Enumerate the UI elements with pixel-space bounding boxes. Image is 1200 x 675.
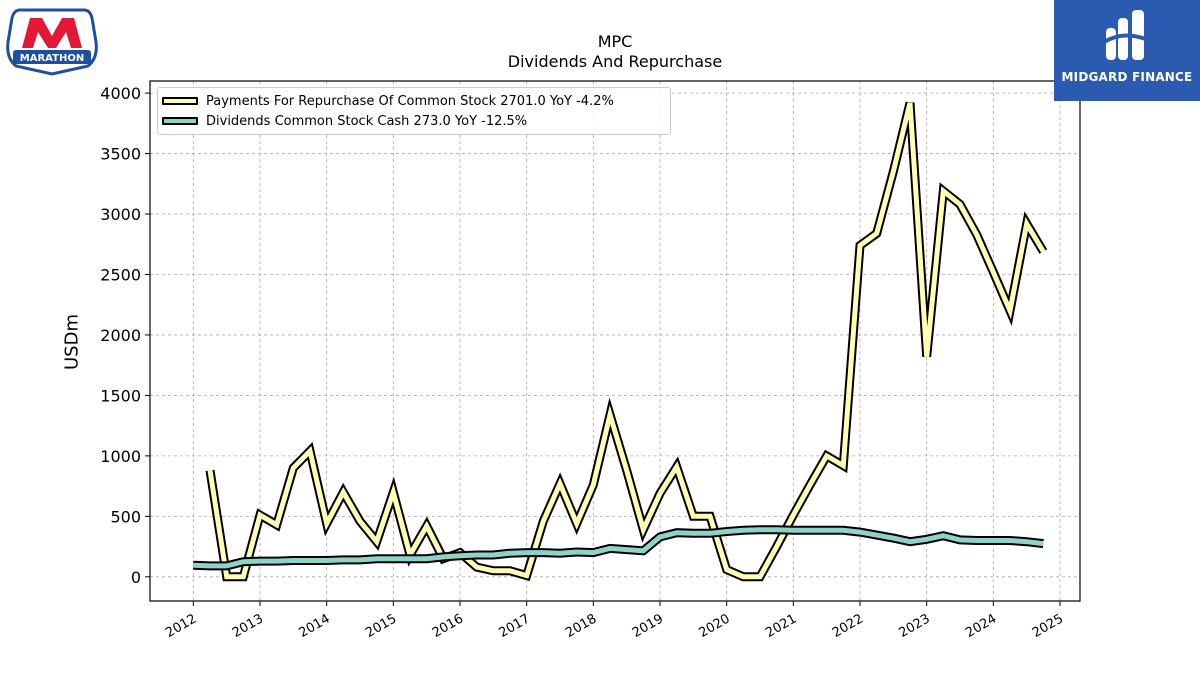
y-tick-label: 1000 (100, 447, 141, 466)
series-repurchase-line (207, 102, 1046, 580)
plot-frame (149, 80, 1081, 602)
x-tick-label: 2023 (897, 611, 933, 641)
marathon-wordmark: MARATHON (20, 53, 84, 64)
legend-item-dividends: Dividends Common Stock Cash 273.0 YoY -1… (162, 113, 527, 129)
x-tick-label: 2020 (697, 611, 733, 641)
x-tick-label: 2015 (363, 611, 399, 641)
midgard-wordmark: MIDGARD FINANCE (1061, 70, 1193, 84)
y-tick-label: 4000 (100, 84, 141, 103)
y-axis: 0 500 1000 1500 2000 2500 3000 3500 4000 (100, 84, 150, 587)
chart-subtitle: Dividends And Repurchase (507, 52, 723, 71)
marathon-logo: MARATHON (4, 6, 100, 76)
y-tick-label: 0 (131, 568, 141, 587)
y-tick-label: 1500 (100, 386, 141, 405)
x-tick-label: 2025 (1030, 611, 1066, 641)
y-tick-label: 2000 (100, 326, 141, 345)
legend-label-repurchase: Payments For Repurchase Of Common Stock … (206, 93, 614, 109)
legend-swatch-dividends (162, 117, 198, 125)
x-tick-label: 2017 (497, 611, 533, 641)
legend: Payments For Repurchase Of Common Stock … (157, 87, 671, 135)
legend-label-dividends: Dividends Common Stock Cash 273.0 YoY -1… (206, 113, 528, 129)
chart-title: MPC (597, 32, 633, 51)
y-tick-label: 500 (110, 507, 141, 526)
x-tick-label: 2024 (963, 611, 999, 641)
y-axis-label: USDm (61, 314, 83, 370)
grid-lines (150, 81, 1080, 601)
x-axis: 2012 2013 2014 2015 2016 2017 2018 2019 2020 2021… (163, 601, 1066, 641)
legend-item-repurchase: Payments For Repurchase Of Common Stock … (162, 93, 614, 109)
series-layer (193, 101, 1048, 582)
x-tick-label: 2018 (563, 611, 599, 641)
x-tick-label: 2022 (830, 611, 866, 641)
midgard-finance-logo: MIDGARD FINANCE (1054, 0, 1200, 101)
x-tick-label: 2021 (763, 611, 799, 641)
x-tick-label: 2014 (297, 611, 333, 641)
y-tick-label: 3500 (100, 145, 141, 164)
x-tick-label: 2012 (163, 611, 199, 641)
midgard-emblem-icon (1102, 10, 1149, 60)
x-tick-label: 2019 (630, 611, 666, 641)
series-dividends-line (193, 527, 1044, 569)
x-tick-label: 2013 (230, 611, 266, 641)
y-tick-label: 2500 (100, 265, 141, 284)
y-tick-label: 3000 (100, 205, 141, 224)
x-tick-label: 2016 (430, 611, 466, 641)
legend-swatch-repurchase (162, 97, 198, 105)
marathon-m-icon (22, 18, 82, 48)
